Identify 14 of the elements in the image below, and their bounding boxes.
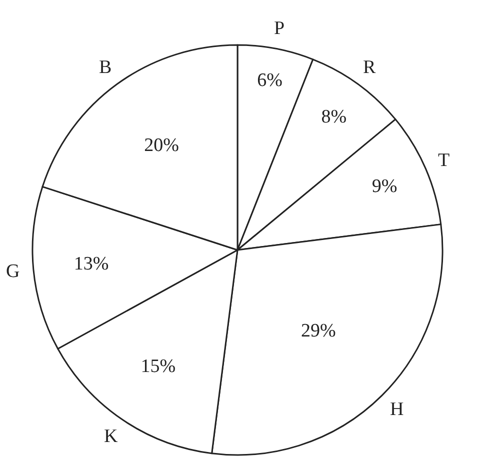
slice-label: K xyxy=(104,426,118,447)
data-label: 8% xyxy=(321,106,347,128)
data-label: 20% xyxy=(144,135,180,156)
data-label: 9% xyxy=(372,176,398,197)
data-label: 29% xyxy=(300,320,336,342)
slice-label: T xyxy=(438,150,450,171)
data-label: 13% xyxy=(74,253,109,274)
data-label: 6% xyxy=(257,70,283,91)
slice-label: G xyxy=(6,261,20,282)
slice-label: H xyxy=(390,399,404,420)
slice-label: R xyxy=(363,57,376,78)
data-label: 15% xyxy=(140,356,176,378)
slice-label: P xyxy=(274,18,285,39)
slice-label: B xyxy=(99,57,112,78)
